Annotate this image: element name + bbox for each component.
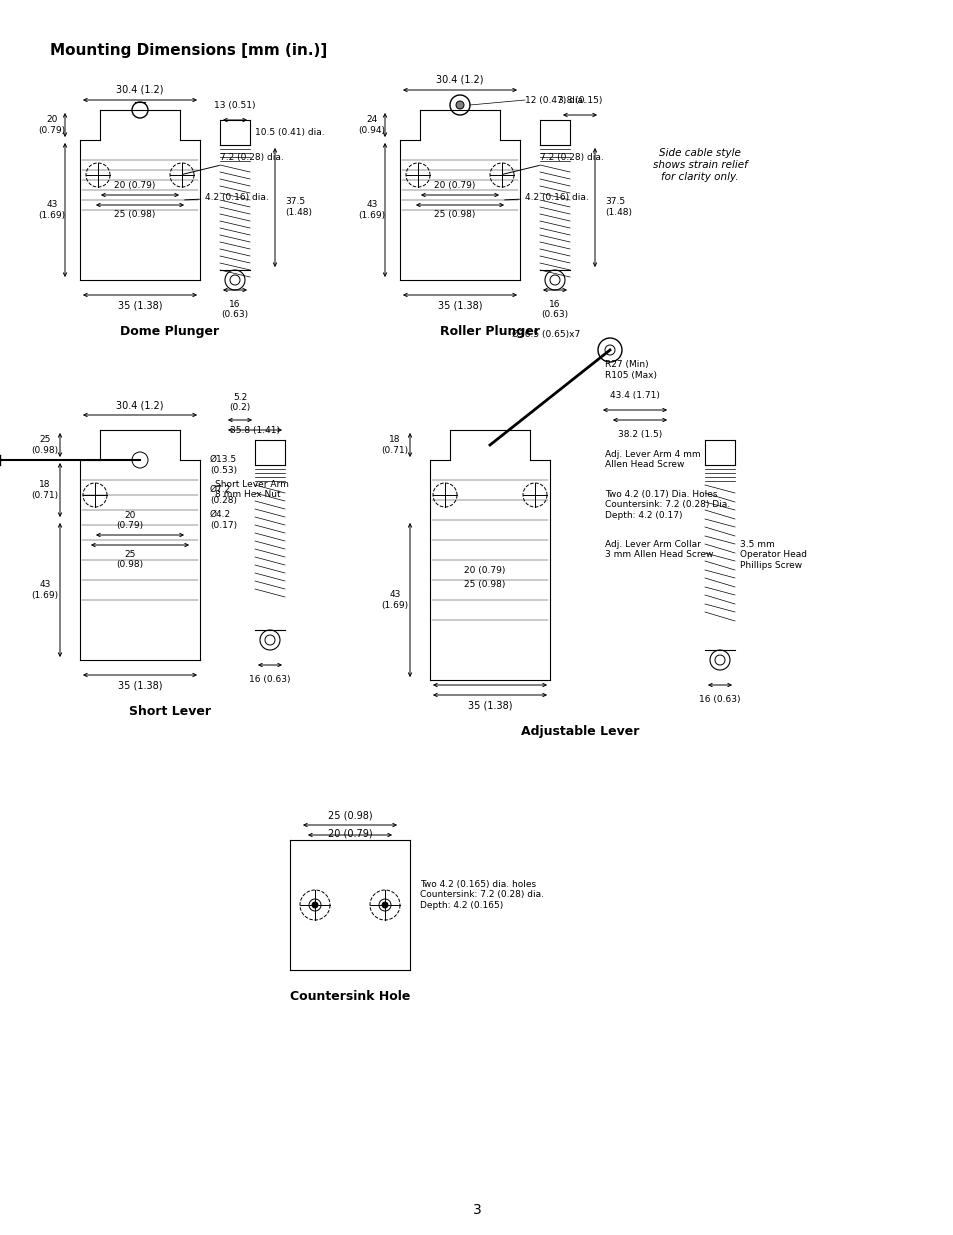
Text: 20 (0.79): 20 (0.79): [327, 827, 372, 839]
Text: Countersink Hole: Countersink Hole: [290, 990, 410, 1003]
Text: Short Lever: Short Lever: [129, 705, 211, 718]
Text: 37.5
(1.48): 37.5 (1.48): [604, 198, 631, 216]
Text: 35 (1.38): 35 (1.38): [467, 700, 512, 710]
Text: 16
(0.63): 16 (0.63): [541, 300, 568, 320]
Text: Two 4.2 (0.165) dia. holes
Countersink: 7.2 (0.28) dia.
Depth: 4.2 (0.165): Two 4.2 (0.165) dia. holes Countersink: …: [419, 881, 543, 910]
Text: Two 4.2 (0.17) Dia. Holes
Countersink: 7.2 (0.28) Dia.
Depth: 4.2 (0.17): Two 4.2 (0.17) Dia. Holes Countersink: 7…: [604, 490, 729, 520]
Circle shape: [381, 902, 388, 908]
Text: 30.4 (1.2): 30.4 (1.2): [116, 85, 164, 95]
Text: Short Lever Arm
8 mm Hex Nut: Short Lever Arm 8 mm Hex Nut: [214, 480, 289, 499]
Text: 43
(1.69): 43 (1.69): [358, 200, 385, 220]
Circle shape: [456, 101, 463, 109]
Text: 30.4 (1.2): 30.4 (1.2): [436, 75, 483, 85]
Text: 4.2 (0.16) dia.: 4.2 (0.16) dia.: [504, 193, 588, 203]
Text: 35.8 (1.41): 35.8 (1.41): [230, 426, 280, 435]
Text: 20 (0.79): 20 (0.79): [464, 566, 505, 574]
Text: 35 (1.38): 35 (1.38): [437, 300, 482, 310]
Text: 43
(1.69): 43 (1.69): [31, 580, 58, 600]
Text: 25 (0.98): 25 (0.98): [114, 210, 155, 219]
Text: Dome Plunger: Dome Plunger: [120, 325, 219, 338]
Text: 7.2 (0.28) dia.: 7.2 (0.28) dia.: [502, 153, 603, 174]
Text: 16 (0.63): 16 (0.63): [249, 676, 291, 684]
Text: Ø7.2
(0.28): Ø7.2 (0.28): [210, 485, 236, 505]
Text: 35 (1.38): 35 (1.38): [117, 300, 162, 310]
Text: 25
(0.98): 25 (0.98): [31, 435, 58, 454]
Text: 18
(0.71): 18 (0.71): [381, 435, 408, 454]
Text: 35 (1.38): 35 (1.38): [117, 680, 162, 690]
Text: Adj. Lever Arm Collar
3 mm Allen Head Screw: Adj. Lever Arm Collar 3 mm Allen Head Sc…: [604, 540, 713, 559]
Text: Ø13.5
(0.53): Ø13.5 (0.53): [210, 456, 237, 474]
Text: Side cable style
shows strain relief
for clarity only.: Side cable style shows strain relief for…: [652, 148, 746, 182]
Text: 24
(0.94): 24 (0.94): [358, 115, 385, 135]
Text: 20
(0.79): 20 (0.79): [38, 115, 66, 135]
Text: Ø4.2
(0.17): Ø4.2 (0.17): [210, 510, 237, 530]
Text: 16
(0.63): 16 (0.63): [221, 300, 249, 320]
Text: 20 (0.79): 20 (0.79): [434, 182, 476, 190]
Text: Mounting Dimensions [mm (in.)]: Mounting Dimensions [mm (in.)]: [50, 43, 327, 58]
Text: 4.2 (0.16) dia.: 4.2 (0.16) dia.: [185, 193, 269, 203]
Text: 20 (0.79): 20 (0.79): [114, 182, 155, 190]
Text: Adjustable Lever: Adjustable Lever: [520, 725, 639, 739]
Text: 30.4 (1.2): 30.4 (1.2): [116, 400, 164, 410]
Text: 20
(0.79): 20 (0.79): [116, 510, 143, 530]
Text: 10.5 (0.41) dia.: 10.5 (0.41) dia.: [254, 127, 324, 137]
Text: 25 (0.98): 25 (0.98): [464, 580, 505, 589]
Text: 16 (0.63): 16 (0.63): [699, 695, 740, 704]
Text: 43
(1.69): 43 (1.69): [381, 590, 408, 610]
Text: 3.8 (0.15): 3.8 (0.15): [558, 96, 601, 105]
Text: 12 (0.47) dia.: 12 (0.47) dia.: [524, 95, 585, 105]
Text: Adj. Lever Arm 4 mm
Allen Head Screw: Adj. Lever Arm 4 mm Allen Head Screw: [604, 450, 700, 469]
Text: 38.2 (1.5): 38.2 (1.5): [618, 430, 661, 438]
Text: 25
(0.98): 25 (0.98): [116, 550, 143, 569]
Text: 13 (0.51): 13 (0.51): [214, 101, 255, 110]
Text: 3: 3: [472, 1203, 481, 1216]
Text: 7.2 (0.28) dia.: 7.2 (0.28) dia.: [183, 153, 283, 174]
Text: 25 (0.98): 25 (0.98): [434, 210, 476, 219]
Text: 18
(0.71): 18 (0.71): [31, 480, 58, 500]
Text: Ø16.5 (0.65)x7: Ø16.5 (0.65)x7: [511, 331, 579, 340]
Text: R27 (Min)
R105 (Max): R27 (Min) R105 (Max): [604, 361, 657, 379]
Text: 37.5
(1.48): 37.5 (1.48): [285, 198, 312, 216]
Text: 5.2
(0.2): 5.2 (0.2): [229, 393, 251, 412]
Text: 3.5 mm
Operator Head
Phillips Screw: 3.5 mm Operator Head Phillips Screw: [740, 540, 806, 569]
Text: 43
(1.69): 43 (1.69): [38, 200, 66, 220]
Circle shape: [312, 902, 317, 908]
Text: 43.4 (1.71): 43.4 (1.71): [609, 391, 659, 400]
Text: 25 (0.98): 25 (0.98): [327, 810, 372, 820]
Text: Roller Plunger: Roller Plunger: [439, 325, 539, 338]
